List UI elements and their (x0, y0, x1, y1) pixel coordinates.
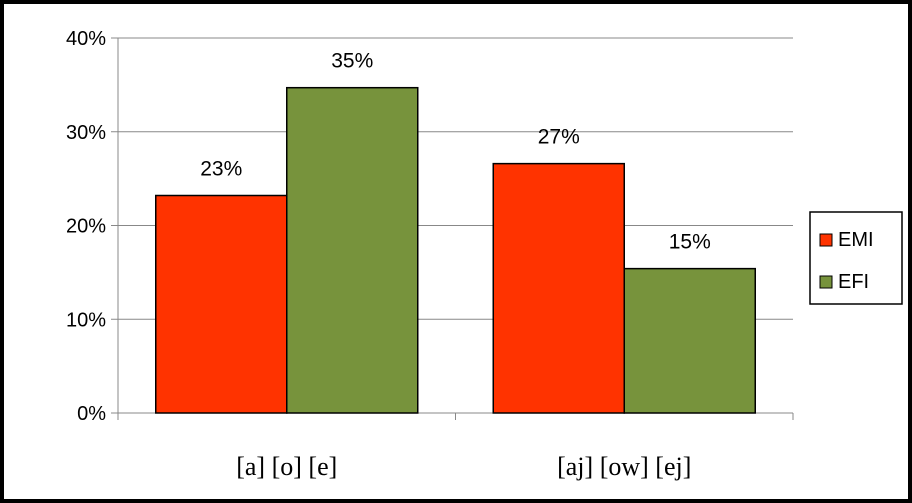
bar-emi-1 (155, 194, 288, 414)
bar-emi-2 (492, 162, 625, 414)
y-tick-label: 30% (66, 122, 106, 144)
category-label: [aj] [ow] [ej] (557, 452, 691, 481)
legend-label-emi: EMI (838, 229, 874, 251)
legend-swatch-emi (819, 233, 833, 247)
y-tick-label: 10% (66, 309, 106, 331)
legend: EMI EFI (809, 211, 903, 305)
y-tick-label: 40% (66, 28, 106, 50)
y-tick-label: 0% (77, 403, 106, 425)
category-label: [a] [o] [e] (236, 452, 337, 481)
bar-efi-2 (623, 267, 756, 414)
data-label: 23% (200, 158, 242, 181)
data-label: 27% (538, 126, 580, 149)
legend-label-efi: EFI (838, 271, 869, 293)
data-label: 15% (669, 231, 711, 254)
legend-swatch-efi (819, 275, 833, 289)
bar-efi-1 (286, 86, 419, 414)
data-label: 35% (331, 50, 373, 73)
labels: 0% 10% 20% 30% 40% 23% 35% [a] [o] [e] 27% 15% [aj… (66, 28, 711, 481)
y-tick-label: 20% (66, 216, 106, 238)
legend-box (809, 211, 903, 305)
bars (155, 86, 756, 414)
